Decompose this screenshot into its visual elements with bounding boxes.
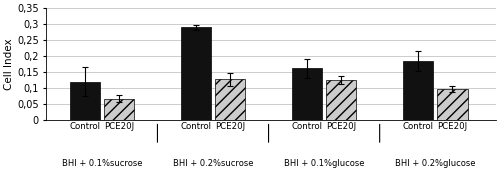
Text: BHI + 0.2%glucose: BHI + 0.2%glucose bbox=[395, 159, 475, 168]
Bar bbox=[104, 99, 134, 120]
Bar bbox=[403, 61, 433, 120]
Text: BHI + 0.1%sucrose: BHI + 0.1%sucrose bbox=[62, 159, 142, 168]
Bar bbox=[70, 82, 100, 120]
Bar bbox=[180, 27, 211, 120]
Text: BHI + 0.1%glucose: BHI + 0.1%glucose bbox=[284, 159, 364, 168]
Bar bbox=[437, 89, 468, 120]
Bar bbox=[215, 79, 246, 120]
Bar bbox=[292, 68, 322, 120]
Bar bbox=[326, 80, 356, 120]
Y-axis label: Cell Index: Cell Index bbox=[4, 38, 14, 90]
Text: BHI + 0.2%sucrose: BHI + 0.2%sucrose bbox=[173, 159, 254, 168]
